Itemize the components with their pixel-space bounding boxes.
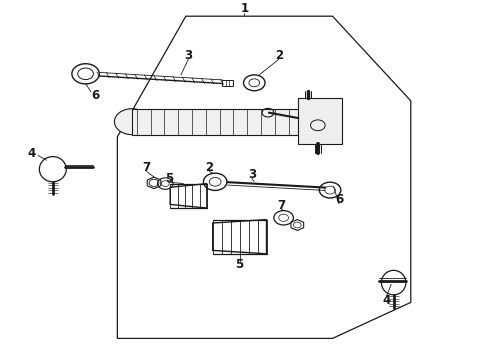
Text: 4: 4: [28, 147, 36, 159]
Text: 6: 6: [335, 193, 343, 206]
Text: 3: 3: [247, 168, 255, 181]
Bar: [132, 109, 307, 135]
Text: 2: 2: [205, 161, 213, 174]
Text: 2: 2: [274, 49, 282, 62]
Text: 4: 4: [382, 294, 389, 307]
Text: 7: 7: [142, 161, 150, 174]
Bar: [222, 80, 233, 86]
Circle shape: [114, 109, 149, 135]
Text: 1: 1: [240, 3, 248, 15]
Text: 3: 3: [184, 49, 192, 62]
Text: 5: 5: [164, 172, 172, 185]
Text: 5: 5: [235, 258, 243, 271]
Bar: [298, 98, 342, 144]
Text: 6: 6: [91, 89, 99, 102]
Text: 7: 7: [277, 199, 285, 212]
